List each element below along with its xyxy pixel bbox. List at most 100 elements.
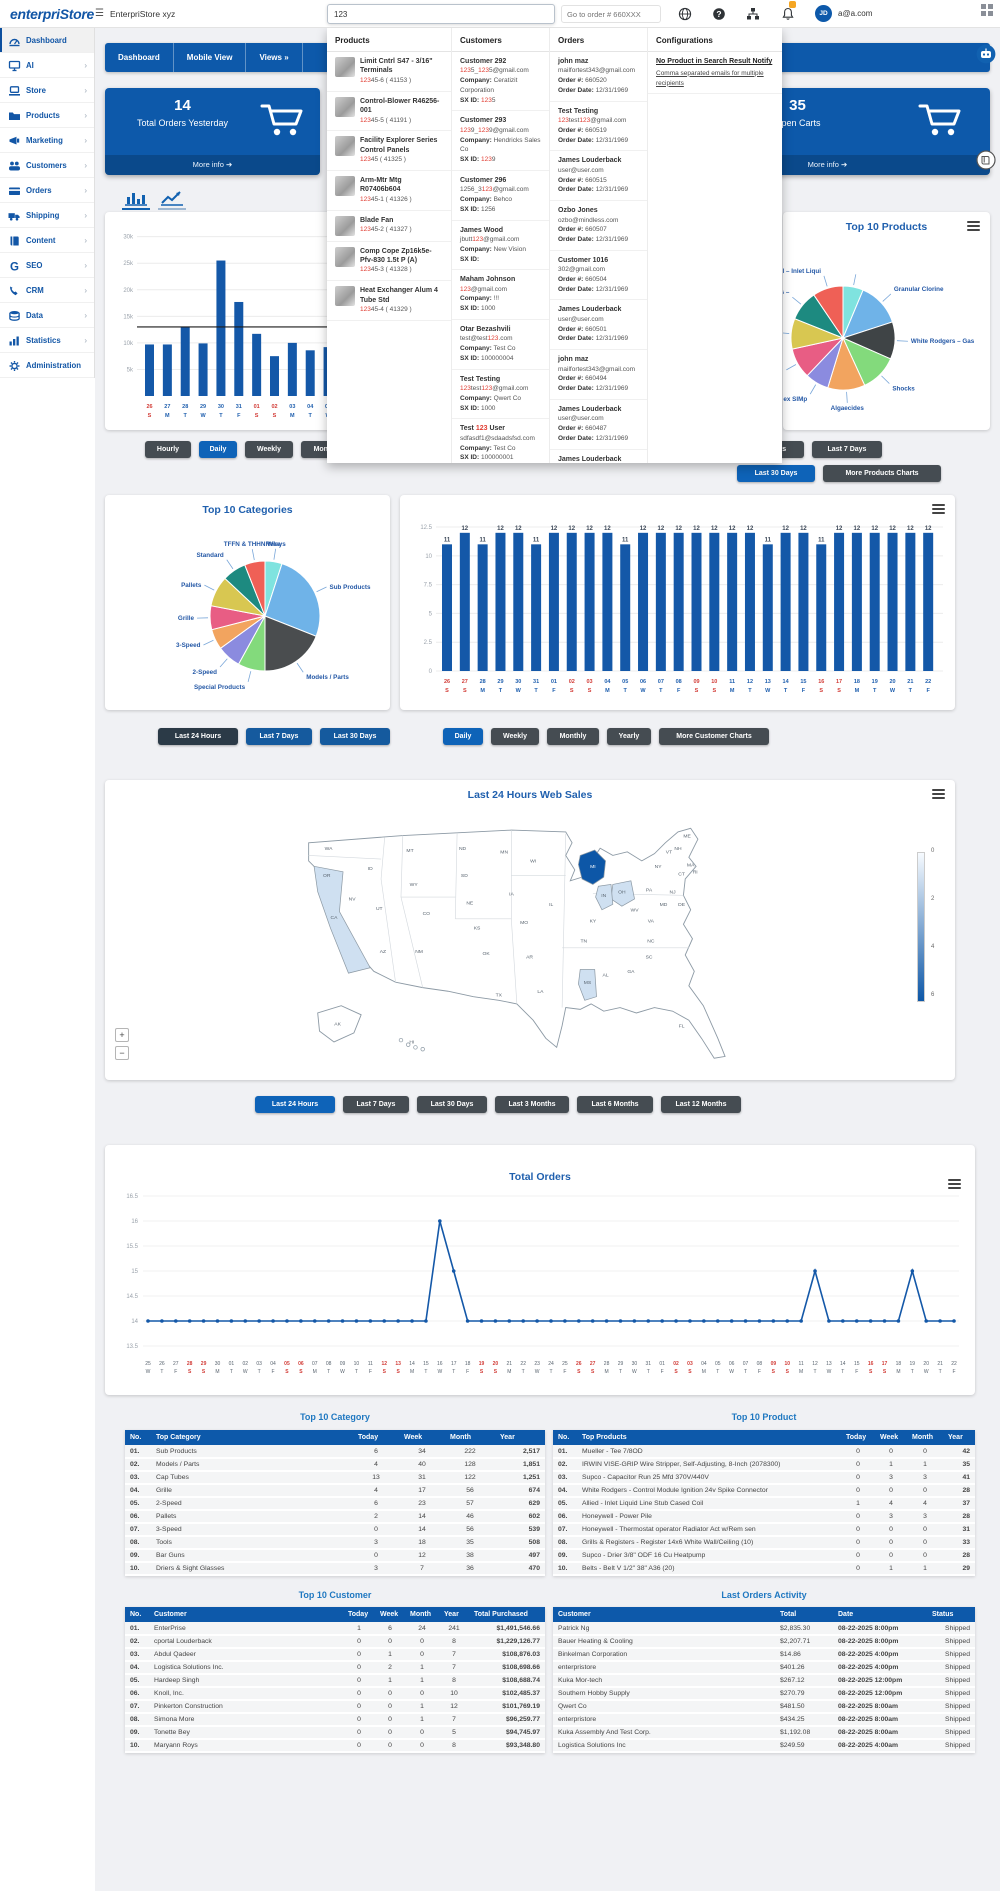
table-link[interactable]: Supco - Drier 3/8" ODF 16 Cu Heatpump (577, 1549, 841, 1563)
table-link[interactable]: 2-Speed (151, 1497, 353, 1511)
table-link[interactable]: Patrick Ng (553, 1622, 775, 1636)
app-logo[interactable]: enterpriStore (10, 6, 95, 22)
table-link[interactable]: Hardeep Singh (149, 1674, 343, 1688)
table-link[interactable]: EnterPrise (149, 1622, 343, 1636)
user-avatar[interactable]: JD (815, 5, 832, 22)
search-order-result[interactable]: Customer 1016 302@gmail.com Order #: 66050… (550, 251, 647, 301)
button-last-30-days[interactable]: Last 30 Days (737, 465, 815, 482)
sidebar-item-dashboard[interactable]: Dashboard (0, 28, 94, 53)
button-hourly[interactable]: Hourly (145, 441, 191, 458)
global-search-input[interactable] (327, 4, 555, 24)
table-link[interactable]: Southern Hobby Supply (553, 1687, 775, 1701)
table-link[interactable]: Logistica Solutions Inc. (149, 1661, 343, 1675)
us-choropleth-map[interactable]: WA OR CA NV ID MT WY UT CO AZ NM ND SD NE KS OK TX MN IA MO… (255, 812, 795, 1070)
button-daily[interactable]: Daily (199, 441, 237, 458)
search-product-result[interactable]: Limit Cntrl S47 - 3/16" Terminals 12345-6… (327, 52, 451, 92)
search-product-result[interactable]: Arm-Mtr Mtg R07406b604 12345-1 ( 41326 ) (327, 171, 451, 211)
table-link[interactable]: Belts - Belt V 1/2" 38" A36 (20) (577, 1562, 841, 1576)
bar-chart-toggle[interactable] (122, 188, 150, 210)
table-link[interactable]: cportal Louderback (149, 1635, 343, 1649)
table-link[interactable]: Kuka Mor-tech (553, 1674, 775, 1688)
chart-menu-icon[interactable] (948, 1179, 961, 1190)
search-order-result[interactable]: Ozbo Jones ozbo@mindless.com Order #: 6605… (550, 201, 647, 251)
chart-menu-icon[interactable] (932, 504, 945, 515)
table-link[interactable]: Grille (151, 1484, 353, 1498)
search-customer-result[interactable]: Customer 296 1256_3123@gmail.com Company: … (452, 171, 549, 221)
table-link[interactable]: Kuka Assembly And Test Corp. (553, 1726, 775, 1740)
user-email[interactable]: a@a.com (838, 9, 873, 18)
search-customer-result[interactable]: James Wood jbutt123@gmail.com Company: New… (452, 221, 549, 271)
search-customer-result[interactable]: Test 123 User sdfasdf1@sdaadsfsd.com Compa… (452, 419, 549, 463)
search-customer-result[interactable]: Maham Johnson 123@gmail.com Company: !!! SX… (452, 270, 549, 320)
sidebar-item-content[interactable]: Content › (0, 228, 94, 253)
search-customer-result[interactable]: Customer 292 1235_1235@gmail.com Company: … (452, 52, 549, 112)
notifications-bell-icon[interactable] (781, 7, 795, 21)
button-last-24-hours[interactable]: Last 24 Hours (158, 728, 238, 745)
sidebar-item-products[interactable]: Products › (0, 103, 94, 128)
button-last-30-days[interactable]: Last 30 Days (417, 1096, 487, 1113)
table-link[interactable]: Grills & Registers - Register 14x6 White… (577, 1536, 841, 1550)
menu-toggle-icon[interactable]: ☰ (95, 8, 104, 19)
search-order-result[interactable]: Test Testing 123test123@gmail.com Order #:… (550, 102, 647, 152)
table-link[interactable]: Bar Guns (151, 1549, 353, 1563)
configuration-title[interactable]: No Product in Search Result Notify (656, 58, 773, 65)
table-link[interactable]: Honeywell - Power Pile (577, 1510, 841, 1524)
sidebar-item-customers[interactable]: Customers › (0, 153, 94, 178)
button-last-3-months[interactable]: Last 3 Months (495, 1096, 569, 1113)
table-link[interactable]: Maryann Roys (149, 1739, 343, 1753)
top10-products-pie-chart[interactable]: Granular Clorine White Rodgers – Gas Shock… (783, 233, 990, 423)
table-link[interactable]: Cap Tubes (151, 1471, 353, 1485)
chart-menu-icon[interactable] (967, 221, 980, 232)
search-product-result[interactable]: Blade Fan 12345-2 ( 41327 ) (327, 211, 451, 242)
sidebar-item-seo[interactable]: G SEO › (0, 253, 94, 278)
table-link[interactable]: Allied - Inlet Liquid Line Stub Cased Co… (577, 1497, 841, 1511)
total-orders-yesterday-card[interactable]: 14 Total Orders Yesterday More info ➔ (105, 88, 320, 175)
search-order-result[interactable]: john maz mailfortest343@gmail.com Order #:… (550, 52, 647, 102)
map-zoom-out-button[interactable]: − (115, 1046, 129, 1060)
table-link[interactable]: Qwert Co (553, 1700, 775, 1714)
table-link[interactable]: Binkelman Corporation (553, 1648, 775, 1662)
search-product-result[interactable]: Comp Cope Zp16k5e-Pfv-830 1.5t P (A) 1234… (327, 242, 451, 282)
globe-icon[interactable] (678, 7, 692, 21)
button-monthly[interactable]: Monthly (547, 728, 599, 745)
configuration-result[interactable]: No Product in Search Result Notify Comma … (648, 52, 782, 95)
sidebar-item-store[interactable]: Store › (0, 78, 94, 103)
table-link[interactable]: Knoll, Inc. (149, 1687, 343, 1701)
sidebar-item-crm[interactable]: CRM › (0, 278, 94, 303)
button-weekly[interactable]: Weekly (245, 441, 293, 458)
table-link[interactable]: Pallets (151, 1510, 353, 1524)
table-link[interactable]: Sub Products (151, 1445, 353, 1459)
button-more-products-charts[interactable]: More Products Charts (823, 465, 941, 482)
table-link[interactable]: White Rodgers - Control Module Ignition … (577, 1484, 841, 1498)
button-last-6-months[interactable]: Last 6 Months (577, 1096, 653, 1113)
sidebar-item-ai[interactable]: AI › (0, 53, 94, 78)
button-last-30-days[interactable]: Last 30 Days (320, 728, 390, 745)
table-link[interactable]: 3-Speed (151, 1523, 353, 1537)
button-more-customer-charts[interactable]: More Customer Charts (659, 728, 769, 745)
table-link[interactable]: Honeywell - Thermostat operator Radiator… (577, 1523, 841, 1537)
table-link[interactable]: Models / Parts (151, 1458, 353, 1472)
button-last-24-hours[interactable]: Last 24 Hours (255, 1096, 335, 1113)
table-link[interactable]: enterpristore (553, 1713, 775, 1727)
table-link[interactable]: Logistica Solutions Inc (553, 1739, 775, 1753)
sidebar-item-shipping[interactable]: Shipping › (0, 203, 94, 228)
table-link[interactable]: enterpristore (553, 1661, 775, 1675)
table-link[interactable]: Driers & Sight Glasses (151, 1562, 353, 1576)
search-customer-result[interactable]: Customer 293 1239_1239@gmail.com Company: … (452, 111, 549, 171)
sidebar-item-data[interactable]: Data › (0, 303, 94, 328)
order-search-input[interactable] (561, 5, 661, 23)
store-name[interactable]: EnterpriStore xyz (110, 9, 176, 19)
button-last-7-days[interactable]: Last 7 Days (343, 1096, 409, 1113)
total-orders-more-info-link[interactable]: More info ➔ (105, 155, 320, 175)
button-yearly[interactable]: Yearly (607, 728, 651, 745)
button-daily[interactable]: Daily (443, 728, 483, 745)
configuration-subtitle-link[interactable]: Comma separated emails for multiple reci… (656, 69, 764, 87)
table-link[interactable]: Tools (151, 1536, 353, 1550)
table-link[interactable]: Bauer Heating & Cooling (553, 1635, 775, 1649)
toolbar-button-mobile-view[interactable]: Mobile View (174, 43, 247, 72)
button-last-7-days[interactable]: Last 7 Days (812, 441, 882, 458)
docs-book-icon[interactable] (976, 150, 996, 170)
